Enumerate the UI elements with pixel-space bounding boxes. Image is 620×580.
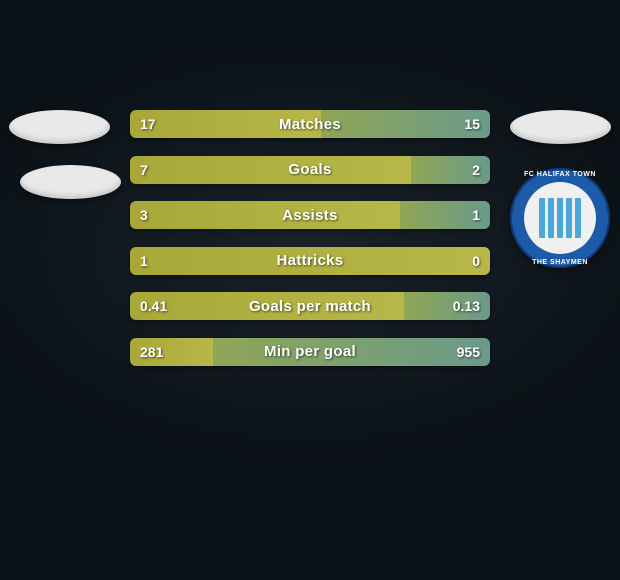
stat-value-player1: 1 (130, 247, 158, 275)
stat-value-player1: 17 (130, 110, 166, 138)
stat-value-player2: 0.13 (443, 292, 490, 320)
stat-label: Assists (130, 201, 490, 229)
content: FC HALIFAX TOWN THE SHAYMEN Matches1715G… (0, 110, 620, 366)
stat-row: Assists3 1 (130, 201, 490, 229)
stat-value-player2: 0 (462, 247, 490, 275)
badge-text-bottom: THE SHAYMEN (532, 259, 588, 266)
stat-label: Goals (130, 156, 490, 184)
stat-label: Goals per match (130, 292, 490, 320)
badge-inner (524, 182, 596, 254)
stat-value-player2: 15 (454, 110, 490, 138)
stat-row: Goals7 2 (130, 156, 490, 184)
stat-label: Min per goal (130, 338, 490, 366)
stat-row: Hattricks1 0 (130, 247, 490, 275)
stat-label: Hattricks (130, 247, 490, 275)
badge-stripes (539, 198, 581, 238)
player2-club-badge: FC HALIFAX TOWN THE SHAYMEN (510, 168, 610, 268)
player2-avatar-ellipse-top (510, 110, 611, 144)
stat-value-player1: 3 (130, 201, 158, 229)
player1-avatar-ellipse-bottom (20, 165, 121, 199)
stat-label: Matches (130, 110, 490, 138)
stat-row: Goals per match0.41 0.13 (130, 292, 490, 320)
stat-value-player2: 1 (462, 201, 490, 229)
stat-value-player1: 7 (130, 156, 158, 184)
stat-value-player1: 281 (130, 338, 173, 366)
stat-value-player2: 2 (462, 156, 490, 184)
stat-value-player2: 955 (447, 338, 490, 366)
stats-bars: Matches1715Goals72Assists31Hattricks10Go… (130, 110, 490, 366)
badge-text-top: FC HALIFAX TOWN (524, 171, 596, 178)
player1-avatar-ellipse-top (9, 110, 110, 144)
stat-value-player1: 0.41 (130, 292, 177, 320)
stat-row: Min per goal281 955 (130, 338, 490, 366)
stat-row: Matches17 15 (130, 110, 490, 138)
